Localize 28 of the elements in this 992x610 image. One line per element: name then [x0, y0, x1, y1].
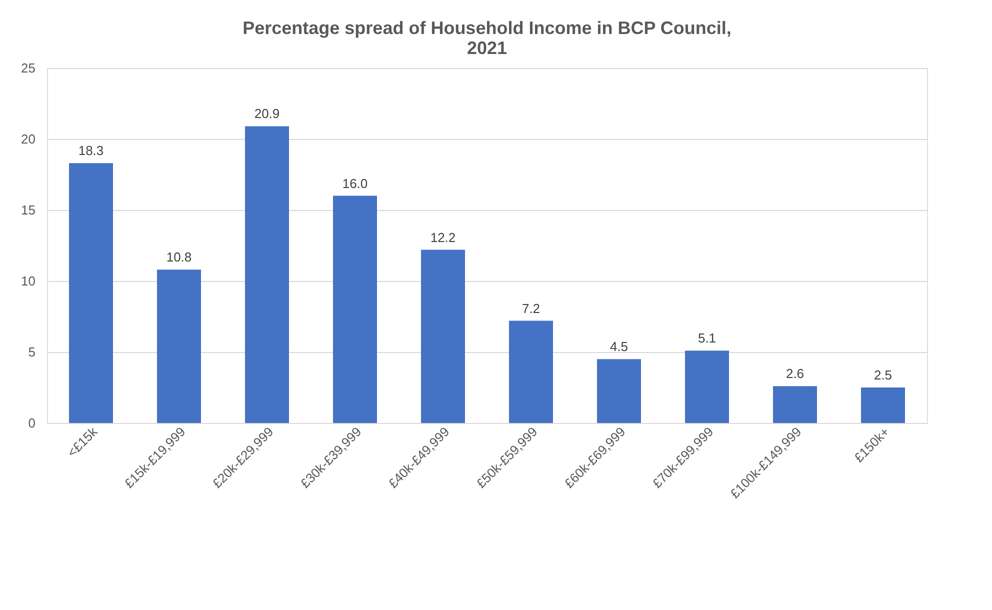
data-label: 4.5 — [610, 339, 628, 354]
text: Percentage spread of Household Income in BCP Council, — [242, 18, 732, 38]
bar — [69, 163, 113, 423]
data-label: 18.3 — [78, 143, 104, 158]
bar — [685, 350, 729, 423]
y-tick-label: 0 — [28, 416, 36, 430]
data-label: 12.2 — [430, 230, 456, 245]
bar — [157, 270, 201, 423]
y-tick-label: 15 — [21, 202, 36, 218]
bar — [509, 320, 553, 423]
text: 2021 — [466, 38, 508, 58]
bar — [421, 250, 465, 423]
data-label: 16.0 — [342, 176, 368, 191]
bar — [861, 388, 905, 423]
data-label: 7.2 — [522, 300, 540, 316]
bar — [597, 359, 641, 423]
bar — [333, 196, 377, 423]
data-label: 2.6 — [786, 366, 804, 382]
y-tick-label: 20 — [21, 132, 36, 146]
y-tick-label: 10 — [21, 274, 36, 288]
data-label: 10.8 — [166, 250, 192, 265]
y-tick-label: 5 — [28, 344, 36, 360]
data-label: 2.5 — [874, 368, 892, 382]
bar — [773, 386, 817, 423]
data-label: 20.9 — [254, 106, 280, 122]
y-tick-label: 25 — [21, 60, 36, 76]
data-label: 5.1 — [698, 330, 716, 346]
bar — [245, 126, 289, 423]
